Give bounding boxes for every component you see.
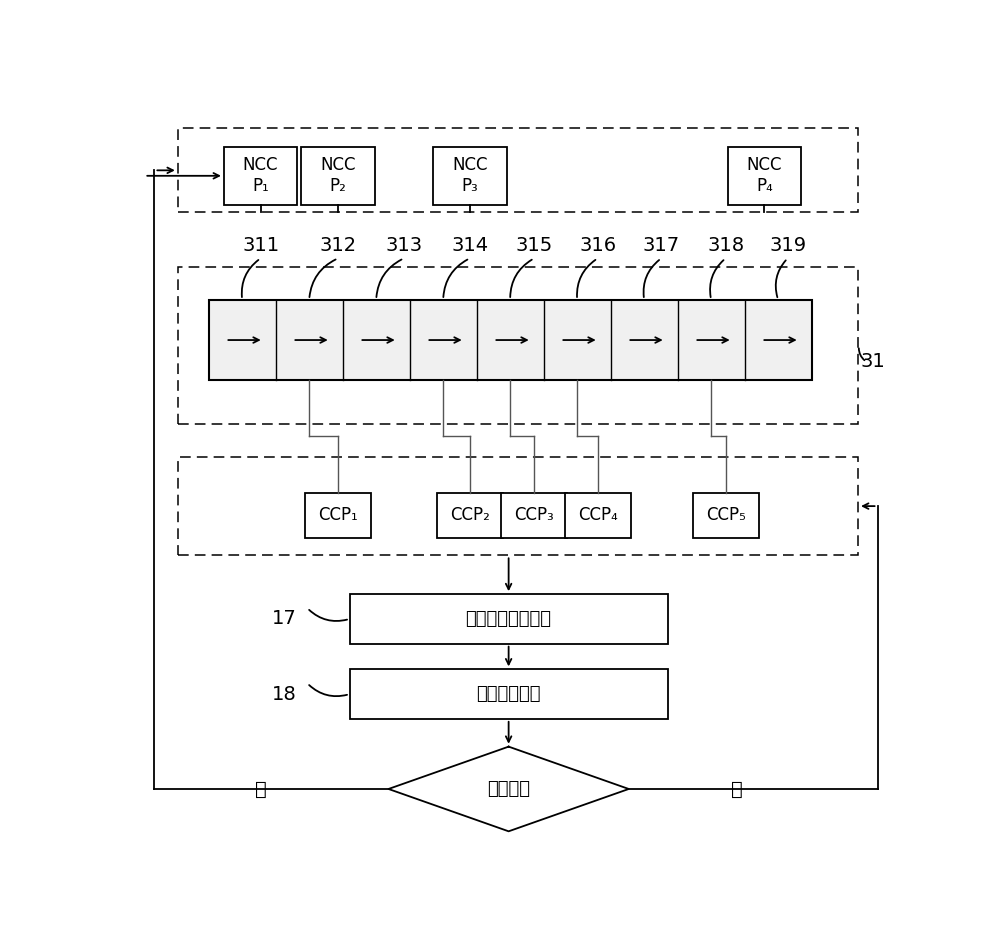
Bar: [301, 147, 375, 205]
Bar: [350, 594, 668, 644]
Text: 318: 318: [707, 236, 744, 255]
Text: 否: 否: [255, 779, 266, 798]
Bar: [209, 300, 812, 380]
Text: 是: 是: [731, 779, 743, 798]
Polygon shape: [388, 747, 629, 831]
Text: 17: 17: [272, 610, 296, 629]
Text: CCP₄: CCP₄: [578, 506, 618, 524]
Text: 关键限値: 关键限値: [487, 780, 530, 798]
Text: 数据处理模块: 数据处理模块: [476, 685, 541, 703]
Text: 313: 313: [385, 236, 423, 255]
Text: 316: 316: [579, 236, 616, 255]
Text: CCP₅: CCP₅: [706, 506, 746, 524]
Text: 317: 317: [643, 236, 680, 255]
Bar: [224, 147, 297, 205]
Bar: [437, 493, 503, 538]
Text: NCC
P₁: NCC P₁: [243, 156, 278, 195]
Text: CCP₃: CCP₃: [514, 506, 554, 524]
Text: 18: 18: [272, 684, 296, 703]
Bar: [501, 493, 567, 538]
Bar: [178, 128, 858, 212]
Text: 31: 31: [860, 353, 885, 372]
Text: 无线传感网络模块: 无线传感网络模块: [466, 610, 552, 628]
Text: NCC
P₄: NCC P₄: [747, 156, 782, 195]
Bar: [565, 493, 631, 538]
Bar: [178, 457, 858, 556]
Bar: [728, 147, 801, 205]
Bar: [178, 267, 858, 424]
Text: 319: 319: [769, 236, 806, 255]
Text: 315: 315: [516, 236, 553, 255]
Bar: [693, 493, 759, 538]
Text: CCP₁: CCP₁: [318, 506, 358, 524]
Bar: [305, 493, 371, 538]
Text: 311: 311: [242, 236, 279, 255]
Bar: [433, 147, 507, 205]
Text: 312: 312: [320, 236, 357, 255]
Bar: [350, 669, 668, 719]
Text: NCC
P₂: NCC P₂: [320, 156, 356, 195]
Text: 314: 314: [451, 236, 488, 255]
Text: NCC
P₃: NCC P₃: [452, 156, 488, 195]
Text: CCP₂: CCP₂: [450, 506, 490, 524]
